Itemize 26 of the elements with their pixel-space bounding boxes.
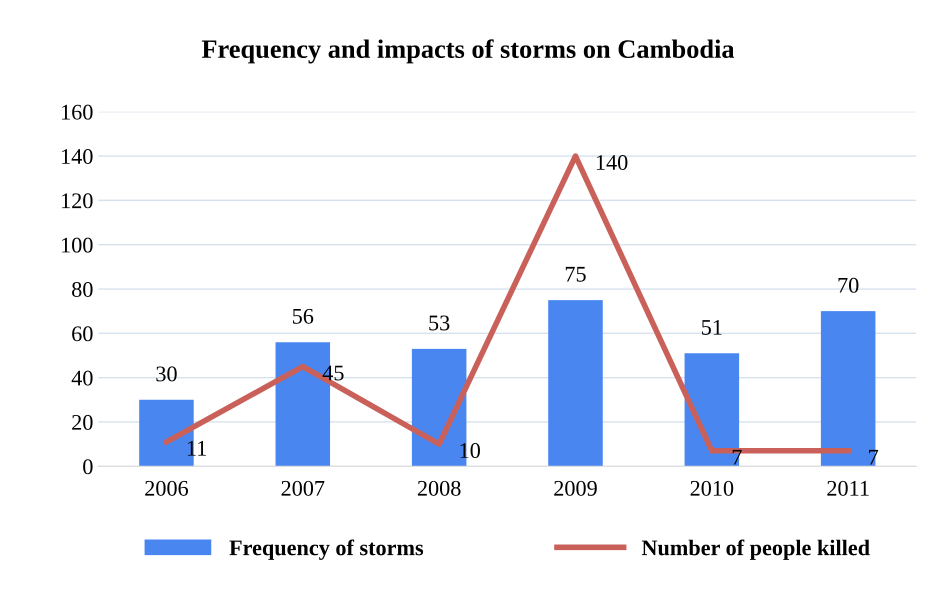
data-label: 140 (596, 154, 628, 170)
legend-label: Number of people killed (642, 539, 870, 560)
data-label: 70 (838, 278, 858, 293)
y-tick-label: 80 (72, 282, 93, 297)
y-tick-label: 140 (62, 148, 93, 164)
data-label: 75 (566, 266, 586, 282)
x-tick-label: 2011 (827, 480, 869, 496)
x-tick-label: 2006 (145, 480, 188, 496)
x-tick-label: 2008 (418, 480, 461, 496)
y-tick-label: 60 (72, 326, 93, 342)
data-label: 53 (429, 316, 450, 330)
bar (548, 300, 603, 466)
data-label: 51 (702, 320, 722, 335)
data-label: 30 (156, 366, 177, 382)
y-tick-label: 0 (83, 459, 93, 474)
chart-title: Frequency and impacts of storms on Cambodia (202, 39, 734, 64)
x-tick-label: 2010 (690, 480, 734, 496)
x-tick-label: 2009 (554, 480, 597, 496)
y-tick-label: 160 (62, 104, 93, 120)
y-tick-label: 40 (72, 370, 93, 386)
data-label: 56 (292, 308, 314, 324)
x-tick-label: 2007 (282, 480, 324, 496)
y-tick-label: 20 (72, 414, 93, 430)
y-tick-label: 120 (62, 193, 93, 208)
legend-label: Frequency of storms (229, 539, 424, 560)
y-tick-label: 100 (62, 238, 93, 253)
